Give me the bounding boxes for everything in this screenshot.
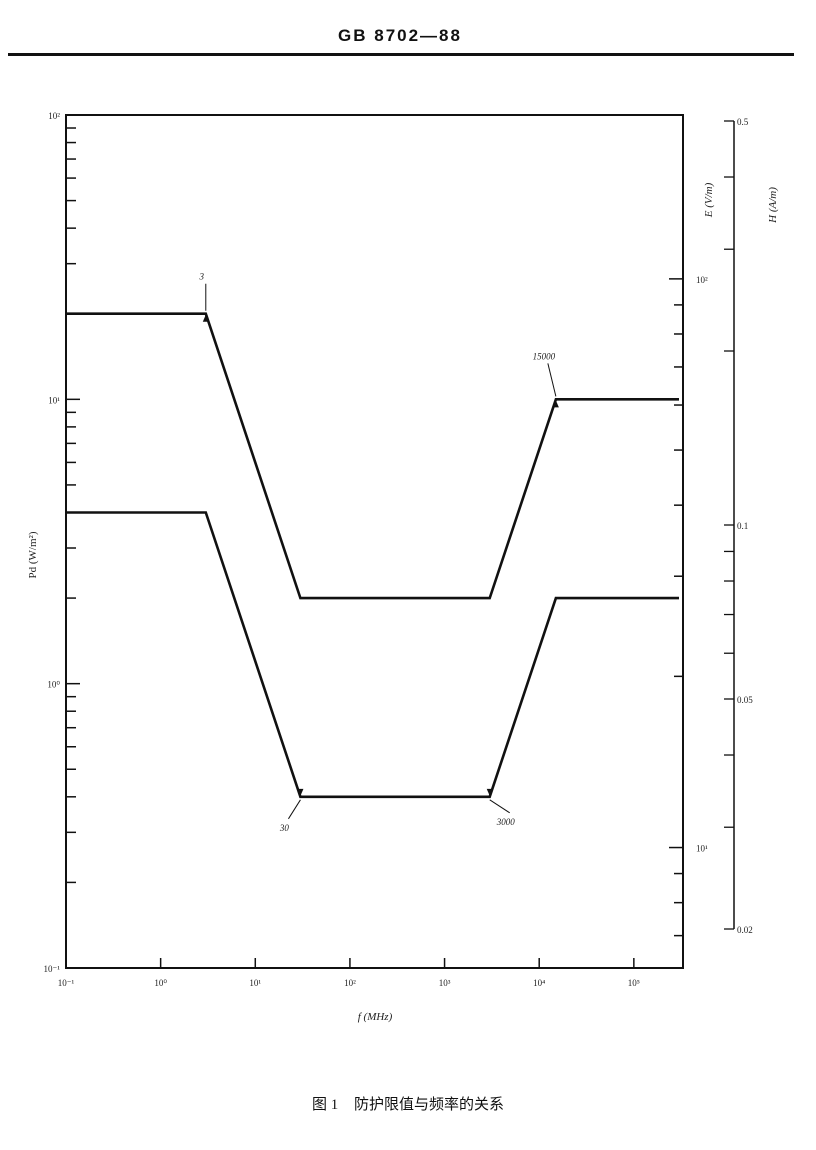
y-tick-label: 10¹ <box>48 395 60 405</box>
arrowhead <box>552 400 559 408</box>
annotation-arrow <box>489 799 510 814</box>
x-axis-title: f (MHz) <box>358 1011 393 1023</box>
y-axis-title: Pd (W/m²) <box>27 531 39 578</box>
series-line-occupational <box>66 312 679 600</box>
x-tick-label: 10⁰ <box>154 978 167 988</box>
arrowhead <box>297 788 304 796</box>
x-tick-label: 10⁵ <box>628 978 640 988</box>
h-axis-tick-label: 0.05 <box>737 695 753 705</box>
h-axis-tick-label: 0.1 <box>737 521 748 531</box>
annotation-label: 30 <box>279 823 290 833</box>
header-rule <box>8 53 794 56</box>
annotation-label: 15000 <box>533 351 556 361</box>
figure-number: 图 1 <box>311 1097 339 1113</box>
x-tick-label: 10⁴ <box>533 978 545 988</box>
h-axis-tick-label: 0.5 <box>737 117 749 127</box>
annotation-arrow <box>288 799 301 820</box>
figure-caption: 图 1 防护限值与频率的关系 <box>0 1093 816 1114</box>
x-tick-label: 10¹ <box>249 978 261 988</box>
annotation-label: 3000 <box>496 817 516 827</box>
arrowhead <box>202 314 209 322</box>
x-tick-label: 10⁻¹ <box>58 978 75 988</box>
annotation-label: 3 <box>199 272 205 282</box>
x-tick-label: 10² <box>344 978 356 988</box>
e-axis-tick-label: 10² <box>696 275 708 285</box>
annotation-arrow <box>547 363 557 397</box>
h-axis-title: H (A/m) <box>767 187 779 224</box>
document-header: GB 8702—88 <box>338 26 462 45</box>
plot-frame <box>65 114 684 969</box>
y-tick-label: 10² <box>48 111 60 121</box>
series-line-public <box>66 511 679 799</box>
arrowhead <box>486 788 493 796</box>
y-tick-label: 10⁻¹ <box>44 964 61 974</box>
x-tick-label: 10³ <box>439 978 451 988</box>
e-axis-title: E (V/m) <box>703 182 715 218</box>
h-axis-tick-label: 0.02 <box>737 925 753 935</box>
e-axis-tick-label: 10¹ <box>696 844 708 854</box>
figure-title: 防护限值与频率的关系 <box>354 1097 505 1113</box>
y-tick-label: 10⁰ <box>47 680 60 690</box>
